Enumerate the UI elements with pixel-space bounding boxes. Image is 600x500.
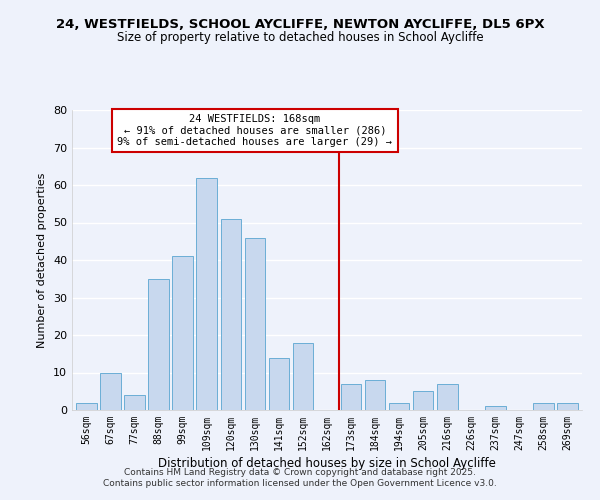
Bar <box>341 384 361 410</box>
Y-axis label: Number of detached properties: Number of detached properties <box>37 172 47 348</box>
Text: 24 WESTFIELDS: 168sqm
← 91% of detached houses are smaller (286)
9% of semi-deta: 24 WESTFIELDS: 168sqm ← 91% of detached … <box>118 114 392 147</box>
Bar <box>389 402 409 410</box>
Bar <box>148 279 169 410</box>
Text: 24, WESTFIELDS, SCHOOL AYCLIFFE, NEWTON AYCLIFFE, DL5 6PX: 24, WESTFIELDS, SCHOOL AYCLIFFE, NEWTON … <box>56 18 544 30</box>
Bar <box>533 402 554 410</box>
Bar <box>437 384 458 410</box>
Bar <box>124 395 145 410</box>
Bar <box>245 238 265 410</box>
Bar <box>221 219 241 410</box>
Bar <box>100 372 121 410</box>
Bar <box>485 406 506 410</box>
Text: Size of property relative to detached houses in School Aycliffe: Size of property relative to detached ho… <box>116 31 484 44</box>
Bar <box>76 402 97 410</box>
Bar <box>172 256 193 410</box>
Bar <box>365 380 385 410</box>
Text: Contains HM Land Registry data © Crown copyright and database right 2025.
Contai: Contains HM Land Registry data © Crown c… <box>103 468 497 487</box>
X-axis label: Distribution of detached houses by size in School Aycliffe: Distribution of detached houses by size … <box>158 457 496 470</box>
Bar <box>557 402 578 410</box>
Bar <box>413 391 433 410</box>
Bar <box>196 178 217 410</box>
Bar <box>269 358 289 410</box>
Bar <box>293 342 313 410</box>
